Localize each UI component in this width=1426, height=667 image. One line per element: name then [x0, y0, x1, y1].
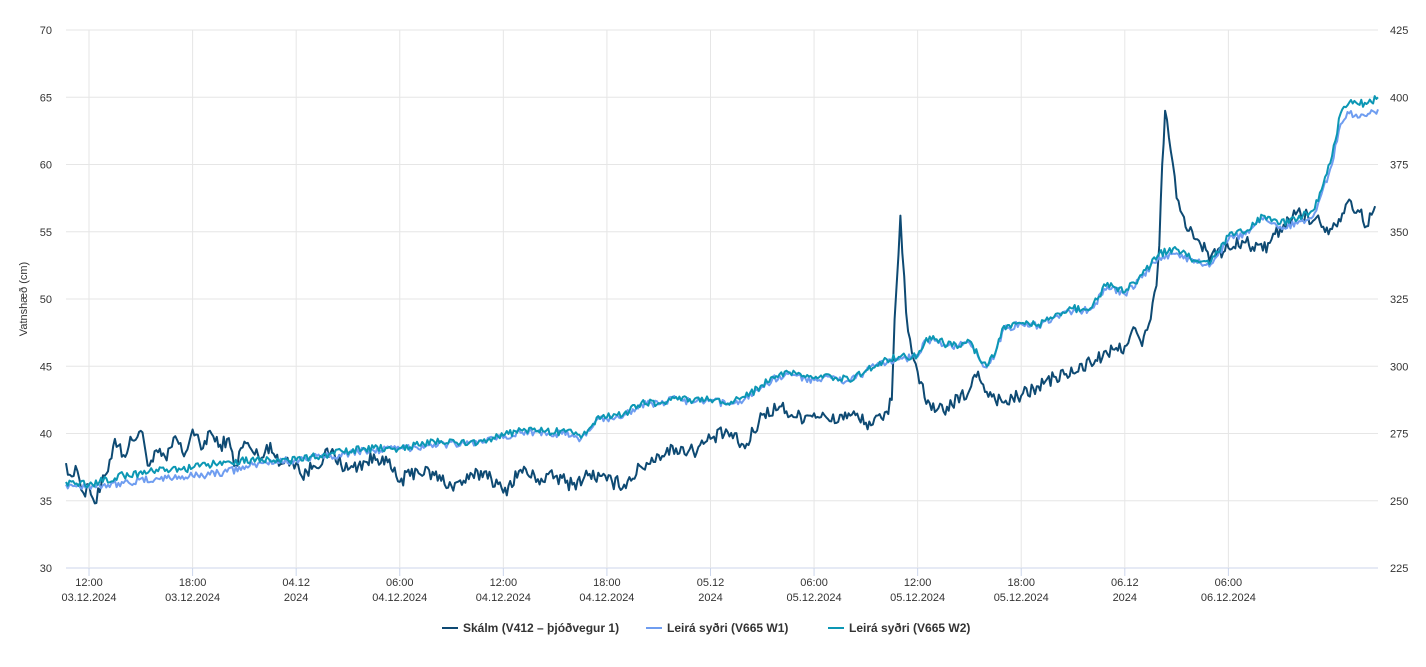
series-line-3 — [65, 95, 1379, 489]
x-tick-label-date: 05.12.2024 — [890, 592, 945, 604]
legend-item-3[interactable]: Leirá syðri (V665 W2) — [828, 621, 970, 635]
y-left-tick-label: 45 — [40, 361, 52, 373]
x-tick-label: 12:00 — [490, 577, 518, 589]
x-tick-label: 18:00 — [1007, 577, 1035, 589]
y-axis-title: Vatnshæð (cm) — [18, 262, 30, 336]
x-tick-label-date: 04.12.2024 — [579, 592, 634, 604]
y-right-tick-label: 400 — [1390, 92, 1408, 104]
y-right-tick-label: 325 — [1390, 294, 1408, 306]
y-left-tick-label: 35 — [40, 496, 52, 508]
x-tick-label: 06.12 — [1111, 577, 1139, 589]
x-tick-label: 12:00 — [904, 577, 932, 589]
x-tick-label: 06:00 — [386, 577, 414, 589]
series-line-1 — [65, 109, 1377, 505]
x-tick-label-date: 05.12.2024 — [994, 592, 1049, 604]
axes: 30 35 40 45 50 55 60 65 70 225 250 275 300 325 350 375 4… — [40, 25, 1409, 604]
y-right-tick-label: 300 — [1390, 361, 1408, 373]
x-tick-label-date: 03.12.2024 — [165, 592, 220, 604]
x-tick-label-date: 04.12.2024 — [372, 592, 427, 604]
x-tick-label: 18:00 — [179, 577, 207, 589]
y-right-tick-label: 350 — [1390, 227, 1408, 239]
y-left-tick-label: 65 — [40, 92, 52, 104]
x-tick-label-date: 03.12.2024 — [61, 592, 116, 604]
legend-item-1[interactable]: Skálm (V412 – þjóðvegur 1) — [442, 621, 619, 635]
x-tick-label-date: 06.12.2024 — [1201, 592, 1256, 604]
legend-label: Skálm (V412 – þjóðvegur 1) — [463, 621, 619, 635]
x-tick-label-date: 2024 — [698, 592, 722, 604]
y-right-tick-label: 425 — [1390, 25, 1408, 37]
y-left-tick-label: 60 — [40, 160, 52, 172]
x-tick-label-date: 2024 — [1113, 592, 1137, 604]
x-tick-label: 12:00 — [75, 577, 103, 589]
grid — [66, 29, 1378, 569]
x-tick-label: 18:00 — [593, 577, 621, 589]
y-left-tick-label: 30 — [40, 563, 52, 575]
legend-label: Leirá syðri (V665 W1) — [667, 621, 788, 635]
x-tick-label-date: 04.12.2024 — [476, 592, 531, 604]
series-lines — [65, 95, 1379, 505]
y-right-tick-label: 375 — [1390, 160, 1408, 172]
y-left-tick-label: 55 — [40, 227, 52, 239]
x-tick-label: 06:00 — [800, 577, 828, 589]
legend-label: Leirá syðri (V665 W2) — [849, 621, 970, 635]
y-right-tick-label: 275 — [1390, 429, 1408, 441]
x-tick-label: 06:00 — [1215, 577, 1243, 589]
x-tick-label-date: 2024 — [284, 592, 308, 604]
legend-item-2[interactable]: Leirá syðri (V665 W1) — [646, 621, 788, 635]
y-left-tick-label: 50 — [40, 294, 52, 306]
y-left-tick-label: 40 — [40, 429, 52, 441]
y-right-tick-label: 225 — [1390, 563, 1408, 575]
y-right-tick-label: 250 — [1390, 496, 1408, 508]
x-tick-label-date: 05.12.2024 — [787, 592, 842, 604]
x-tick-label: 05.12 — [697, 577, 725, 589]
legend[interactable]: Skálm (V412 – þjóðvegur 1) Leirá syðri (V… — [442, 621, 970, 635]
y-left-tick-label: 70 — [40, 25, 52, 37]
x-tick-label: 04.12 — [282, 577, 310, 589]
